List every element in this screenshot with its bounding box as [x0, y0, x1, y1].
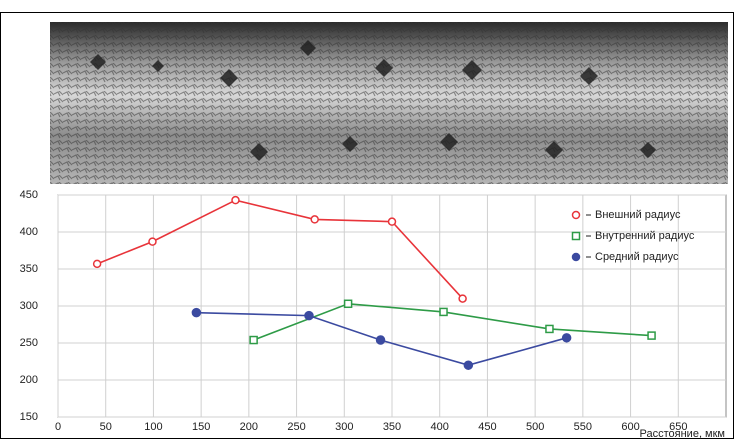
series-line	[96, 199, 464, 300]
legend-marker	[571, 231, 581, 241]
y-tick-label: 150	[20, 411, 38, 423]
y-tick-label: 300	[20, 300, 38, 312]
legend-label: Внешний радиус	[595, 209, 681, 221]
y-tick-label: 450	[20, 189, 38, 201]
marker	[304, 310, 314, 321]
x-tick-label: 500	[526, 421, 544, 433]
marker	[191, 307, 202, 318]
legend-marker	[571, 252, 581, 262]
marker	[545, 324, 554, 334]
x-tick-label: 450	[478, 421, 496, 433]
x-tick-label: 600	[621, 421, 639, 433]
x-tick-label: 150	[192, 421, 210, 433]
marker	[561, 333, 572, 343]
x-tick-label: 350	[383, 421, 401, 433]
x-tick-label: 550	[574, 421, 592, 433]
y-tick-label: 350	[20, 263, 38, 275]
y-tick-label: 200	[20, 374, 38, 386]
legend-label: Средний радиус	[595, 251, 679, 263]
marker	[343, 299, 353, 309]
x-tick-label: 0	[55, 421, 61, 433]
legend-label: Внутренний радиус	[595, 230, 695, 242]
x-tick-label: 50	[100, 421, 112, 433]
marker	[92, 259, 102, 269]
x-tick-label: 250	[287, 421, 305, 433]
y-tick-label: 400	[20, 226, 38, 238]
x-tick-label: 300	[335, 421, 353, 433]
x-tick-label: 400	[431, 421, 449, 433]
marker	[148, 237, 157, 246]
marker	[439, 307, 448, 317]
marker	[463, 360, 474, 370]
marker	[458, 294, 467, 303]
marker	[310, 215, 319, 224]
marker	[231, 195, 240, 205]
marker	[647, 331, 656, 340]
y-tick-label: 250	[20, 337, 38, 349]
x-tick-label: 650	[669, 421, 687, 433]
marker	[249, 335, 258, 345]
x-tick-label: 200	[240, 421, 258, 433]
marker	[375, 335, 386, 345]
legend-marker	[571, 210, 581, 220]
x-axis-label: Расстояние, мкм	[640, 428, 725, 439]
x-tick-label: 100	[144, 421, 162, 433]
marker	[387, 217, 397, 226]
micrograph	[50, 22, 728, 184]
